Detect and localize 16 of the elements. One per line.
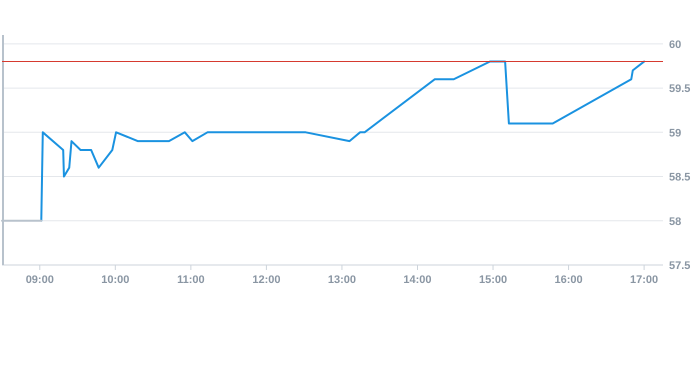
y-tick-label: 59 [669,127,682,140]
x-tick-label: 10:00 [101,274,130,286]
x-tick-label: 14:00 [403,274,432,286]
x-tick-label: 13:00 [328,274,356,286]
y-tick-label: 59.5 [669,83,690,96]
x-tick-label: 12:00 [252,274,280,286]
y-tick-label: 58.5 [669,172,690,184]
y-tick-label: 60 [669,38,682,51]
x-tick-label: 11:00 [177,274,205,286]
x-tick-label: 17:00 [630,274,658,286]
x-tick-label: 15:00 [478,274,508,286]
y-tick-label: 58 [669,216,682,228]
line-series [40,60,646,222]
x-tick-label: 09:00 [26,274,54,286]
y-tick-label: 57.5 [669,260,690,272]
x-tick-label: 16:00 [554,274,583,286]
